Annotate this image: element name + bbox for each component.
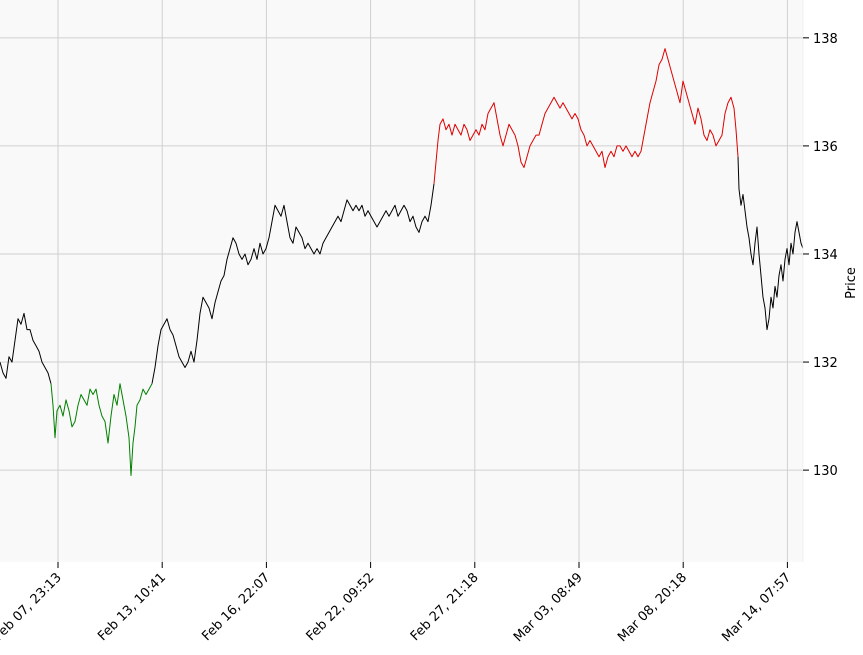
x-tick-label: Feb 16, 22:07	[199, 570, 273, 644]
x-axis-ticks: Feb 07, 23:13 Feb 13, 10:41 Feb 16, 22:07 F…	[0, 562, 794, 645]
x-tick-label: Feb 27, 21:18	[408, 570, 482, 644]
y-tick-label: 130	[813, 464, 838, 479]
y-tick-label: 132	[813, 356, 838, 371]
x-tick-label: Mar 03, 08:49	[511, 570, 586, 645]
price-line-segment-normal	[151, 183, 435, 384]
y-tick-label: 136	[813, 140, 838, 155]
x-tick-label: Mar 08, 20:18	[615, 570, 690, 645]
x-tick-label: Feb 13, 10:41	[95, 570, 169, 644]
x-tick-label: Feb 22, 09:52	[304, 570, 378, 644]
price-line-segment-normal	[737, 156, 804, 331]
grid-lines	[0, 0, 803, 562]
price-line-segment-normal	[0, 312, 52, 384]
price-line-segment-high-regime	[433, 48, 739, 184]
y-tick-label: 138	[813, 32, 838, 47]
y-axis-label: Price	[844, 267, 859, 299]
plot-background	[0, 0, 803, 562]
x-tick-label: Mar 14, 07:57	[719, 570, 794, 645]
price-series	[0, 48, 804, 476]
y-tick-label: 134	[813, 248, 838, 263]
price-line-segment-low-regime	[50, 383, 153, 476]
x-tick-label: Feb 07, 23:13	[0, 570, 65, 644]
y-axis-ticks: 130 132 134 136 138	[803, 32, 838, 479]
